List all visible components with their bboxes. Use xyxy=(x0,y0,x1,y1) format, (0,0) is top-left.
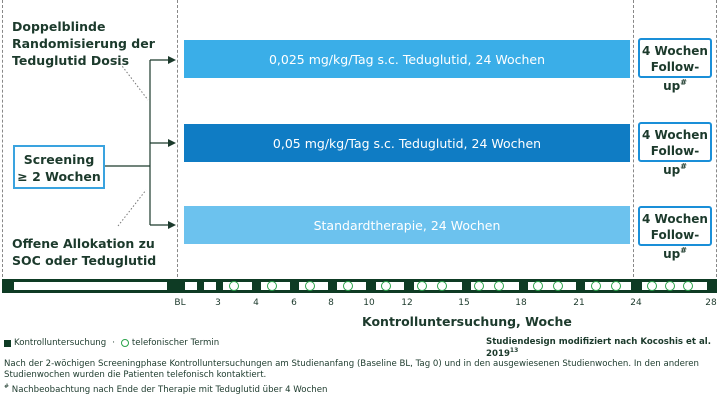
followup-line1: 4 Wochen xyxy=(642,212,708,226)
legend-kontroll: Kontrolluntersuchung xyxy=(14,338,107,348)
telefon-circle-icon xyxy=(343,281,353,291)
tick-label: 12 xyxy=(401,298,413,308)
telefon-circle-icon xyxy=(591,281,601,291)
tick-label: 15 xyxy=(458,298,470,308)
timeline-gap xyxy=(14,282,167,290)
tick-label: 8 xyxy=(328,298,334,308)
tick-label: 28 xyxy=(705,298,717,308)
telefon-circle-icon xyxy=(267,281,277,291)
arm-low-dose-label: 0,025 mg/kg/Tag s.c. Teduglutid, 24 Woch… xyxy=(268,51,546,67)
footnote-line1: Nach der 2-wöchigen Screeningphase Kontr… xyxy=(4,359,699,369)
followup-line2: Follow-up xyxy=(650,228,700,261)
telefon-circle-icon xyxy=(553,281,563,291)
telefon-circle-icon xyxy=(305,281,315,291)
randomization-label: Doppelblinde Randomisierung der Teduglut… xyxy=(12,19,155,68)
tick-label: 21 xyxy=(573,298,585,308)
legend-separator: · xyxy=(112,338,115,348)
dashed-line-bl xyxy=(177,0,178,282)
telefon-circle-icon xyxy=(474,281,484,291)
telefon-circle-icon xyxy=(120,339,129,347)
kontroll-square-icon xyxy=(4,339,11,347)
followup-mark: # xyxy=(680,246,687,255)
followup-box-2: 4 Wochen Follow-up# xyxy=(638,122,712,177)
tick-label: 3 xyxy=(215,298,221,308)
axis-title: Kontrolluntersuchung, Woche xyxy=(362,314,572,329)
arm-standard: Standardtherapie, 24 Wochen xyxy=(184,206,630,244)
followup-box-1: 4 Wochen Follow-up# xyxy=(638,38,712,93)
legend-telefon: telefonischer Termin xyxy=(131,338,220,348)
arm-low-dose: 0,025 mg/kg/Tag s.c. Teduglutid, 24 Woch… xyxy=(184,40,630,78)
telefon-circle-icon xyxy=(533,281,543,291)
tick-label: 4 xyxy=(253,298,259,308)
arm-high-dose: 0,05 mg/kg/Tag s.c. Teduglutid, 24 Woche… xyxy=(184,124,630,162)
source-ref: 13 xyxy=(509,347,519,354)
footnote-line3: Nachbeobachtung nach Ende der Therapie m… xyxy=(9,384,328,395)
telefon-circle-icon xyxy=(229,281,239,291)
telefon-circle-icon xyxy=(494,281,504,291)
dashed-line-left xyxy=(2,0,3,282)
followup-line2: Follow-up xyxy=(650,144,700,177)
branch-connector xyxy=(105,56,176,229)
arm-high-dose-label: 0,05 mg/kg/Tag s.c. Teduglutid, 24 Woche… xyxy=(272,135,542,151)
telefon-circle-icon xyxy=(437,281,447,291)
telefon-circle-icon xyxy=(381,281,391,291)
followup-mark: # xyxy=(680,162,687,171)
followup-line1: 4 Wochen xyxy=(642,44,708,58)
tick-label: 18 xyxy=(515,298,527,308)
tick-label: 24 xyxy=(630,298,642,308)
timeline-gap xyxy=(204,282,216,290)
dashed-line-right xyxy=(716,0,717,282)
timeline-gap xyxy=(185,282,197,290)
tick-label: BL xyxy=(174,298,186,308)
timeline-bar xyxy=(2,279,717,293)
arm-standard-label: Standardtherapie, 24 Wochen xyxy=(313,217,501,233)
footnotes: Nach der 2-wöchigen Screeningphase Kontr… xyxy=(4,359,716,396)
telefon-circle-icon xyxy=(683,281,693,291)
tick-label: 6 xyxy=(291,298,297,308)
source-text: Studiendesign modifiziert nach Kocoshis … xyxy=(486,337,711,359)
dashed-line-24 xyxy=(633,0,634,282)
legend: Kontrolluntersuchung · telefonischer Ter… xyxy=(4,338,219,348)
screening-box: Screening ≥ 2 Wochen xyxy=(13,145,105,189)
telefon-circle-icon xyxy=(417,281,427,291)
followup-line1: 4 Wochen xyxy=(642,128,708,142)
followup-mark: # xyxy=(680,78,687,87)
footnote-mark: # xyxy=(4,383,10,390)
source-note: Studiendesign modifiziert nach Kocoshis … xyxy=(486,337,720,359)
telefon-circle-icon xyxy=(611,281,621,291)
timeline-phone-segment xyxy=(528,282,576,290)
followup-box-3: 4 Wochen Follow-up# xyxy=(638,206,712,261)
telefon-circle-icon xyxy=(665,281,675,291)
tick-label: 10 xyxy=(363,298,375,308)
allocation-label: Offene Allokation zu SOC oder Teduglutid xyxy=(12,236,157,268)
telefon-circle-icon xyxy=(647,281,657,291)
footnote-line2: Studienwochen wurden die Patienten telef… xyxy=(4,370,267,380)
followup-line2: Follow-up xyxy=(650,60,700,93)
timeline-phone-segment xyxy=(585,282,631,290)
